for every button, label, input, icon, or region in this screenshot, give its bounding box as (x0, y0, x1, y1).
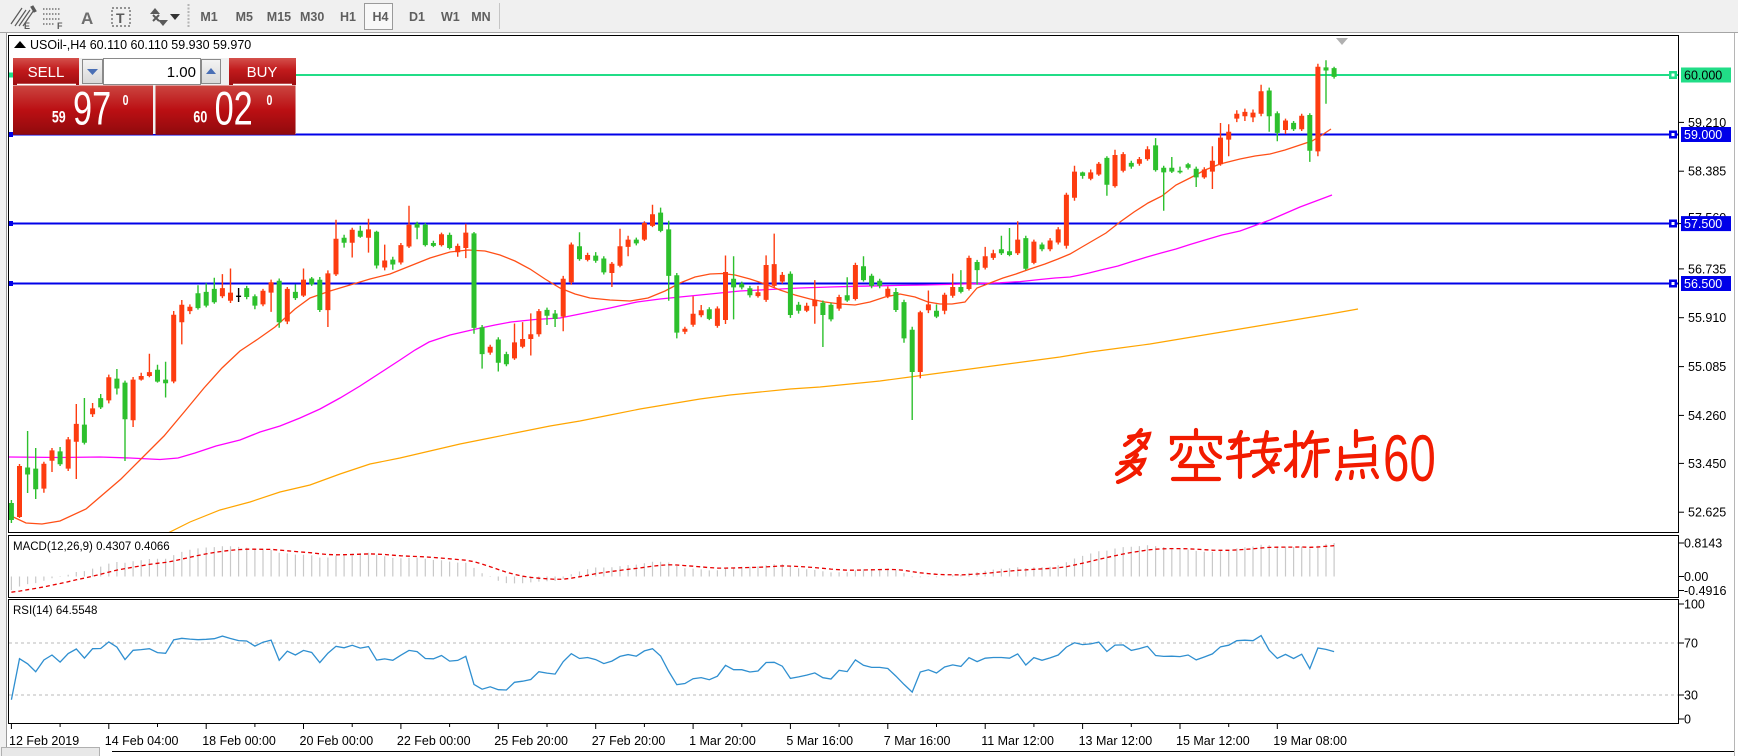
svg-text:E: E (24, 21, 30, 31)
svg-text:97: 97 (73, 82, 111, 135)
svg-text:56.735: 56.735 (1688, 262, 1726, 276)
svg-text:0.8143: 0.8143 (1684, 537, 1722, 551)
svg-text:53.450: 53.450 (1688, 457, 1726, 471)
svg-text:55.910: 55.910 (1688, 311, 1726, 325)
svg-text:0: 0 (1684, 713, 1691, 727)
svg-text:58.385: 58.385 (1688, 165, 1726, 179)
svg-text:70: 70 (1684, 637, 1698, 651)
svg-text:0: 0 (123, 92, 129, 108)
svg-text:SELL: SELL (28, 64, 65, 81)
svg-text:60: 60 (1383, 422, 1436, 495)
svg-text:H1: H1 (340, 10, 356, 24)
svg-text:20 Feb 00:00: 20 Feb 00:00 (300, 734, 374, 748)
svg-text:14 Feb 04:00: 14 Feb 04:00 (105, 734, 179, 748)
svg-text:59: 59 (52, 109, 66, 127)
svg-text:60: 60 (193, 109, 207, 127)
svg-text:D1: D1 (409, 10, 425, 24)
svg-text:100: 100 (1684, 598, 1705, 612)
svg-text:M1: M1 (200, 10, 217, 24)
svg-text:T: T (116, 10, 125, 26)
svg-text:5 Mar 16:00: 5 Mar 16:00 (786, 734, 853, 748)
svg-text:13 Mar 12:00: 13 Mar 12:00 (1079, 734, 1153, 748)
svg-text:56.500: 56.500 (1684, 277, 1722, 291)
svg-text:57.500: 57.500 (1684, 217, 1722, 231)
svg-text:M15: M15 (267, 10, 291, 24)
svg-text:0: 0 (266, 92, 272, 108)
svg-text:15 Mar 12:00: 15 Mar 12:00 (1176, 734, 1250, 748)
svg-text:7 Mar 16:00: 7 Mar 16:00 (884, 734, 951, 748)
svg-text:0.00: 0.00 (1684, 570, 1708, 584)
svg-text:W1: W1 (441, 10, 460, 24)
svg-text:BUY: BUY (247, 64, 278, 81)
svg-text:MN: MN (471, 10, 490, 24)
svg-text:11 Mar 12:00: 11 Mar 12:00 (981, 734, 1054, 748)
svg-text:F: F (57, 21, 63, 31)
svg-text:52.625: 52.625 (1688, 506, 1726, 520)
svg-text:USOil-,H4 60.110 60.110 59.93: USOil-,H4 60.110 60.110 59.930 59.970 (30, 38, 251, 52)
svg-text:22 Feb 00:00: 22 Feb 00:00 (397, 734, 471, 748)
svg-text:M30: M30 (300, 10, 324, 24)
svg-text:H4: H4 (373, 10, 389, 24)
svg-text:1.00: 1.00 (167, 64, 196, 81)
svg-text:59.000: 59.000 (1684, 128, 1722, 142)
svg-text:59.210: 59.210 (1688, 116, 1726, 130)
svg-text:RSI(14) 64.5548: RSI(14) 64.5548 (13, 605, 97, 617)
svg-text:30: 30 (1684, 689, 1698, 703)
svg-text:12 Feb 2019: 12 Feb 2019 (9, 734, 79, 748)
svg-text:A: A (81, 9, 93, 28)
svg-text:27 Feb 20:00: 27 Feb 20:00 (592, 734, 666, 748)
svg-text:54.260: 54.260 (1688, 409, 1726, 423)
svg-text:55.085: 55.085 (1688, 360, 1726, 374)
svg-text:M5: M5 (236, 10, 253, 24)
svg-text:-0.4916: -0.4916 (1684, 584, 1726, 598)
svg-text:25 Feb 20:00: 25 Feb 20:00 (494, 734, 568, 748)
svg-text:1 Mar 20:00: 1 Mar 20:00 (689, 734, 756, 748)
svg-text:02: 02 (215, 82, 253, 135)
svg-text:MACD(12,26,9) 0.4307 0.4066: MACD(12,26,9) 0.4307 0.4066 (13, 541, 170, 553)
svg-text:19 Mar 08:00: 19 Mar 08:00 (1273, 734, 1347, 748)
svg-text:18 Feb 00:00: 18 Feb 00:00 (202, 734, 276, 748)
svg-text:60.000: 60.000 (1684, 69, 1722, 83)
